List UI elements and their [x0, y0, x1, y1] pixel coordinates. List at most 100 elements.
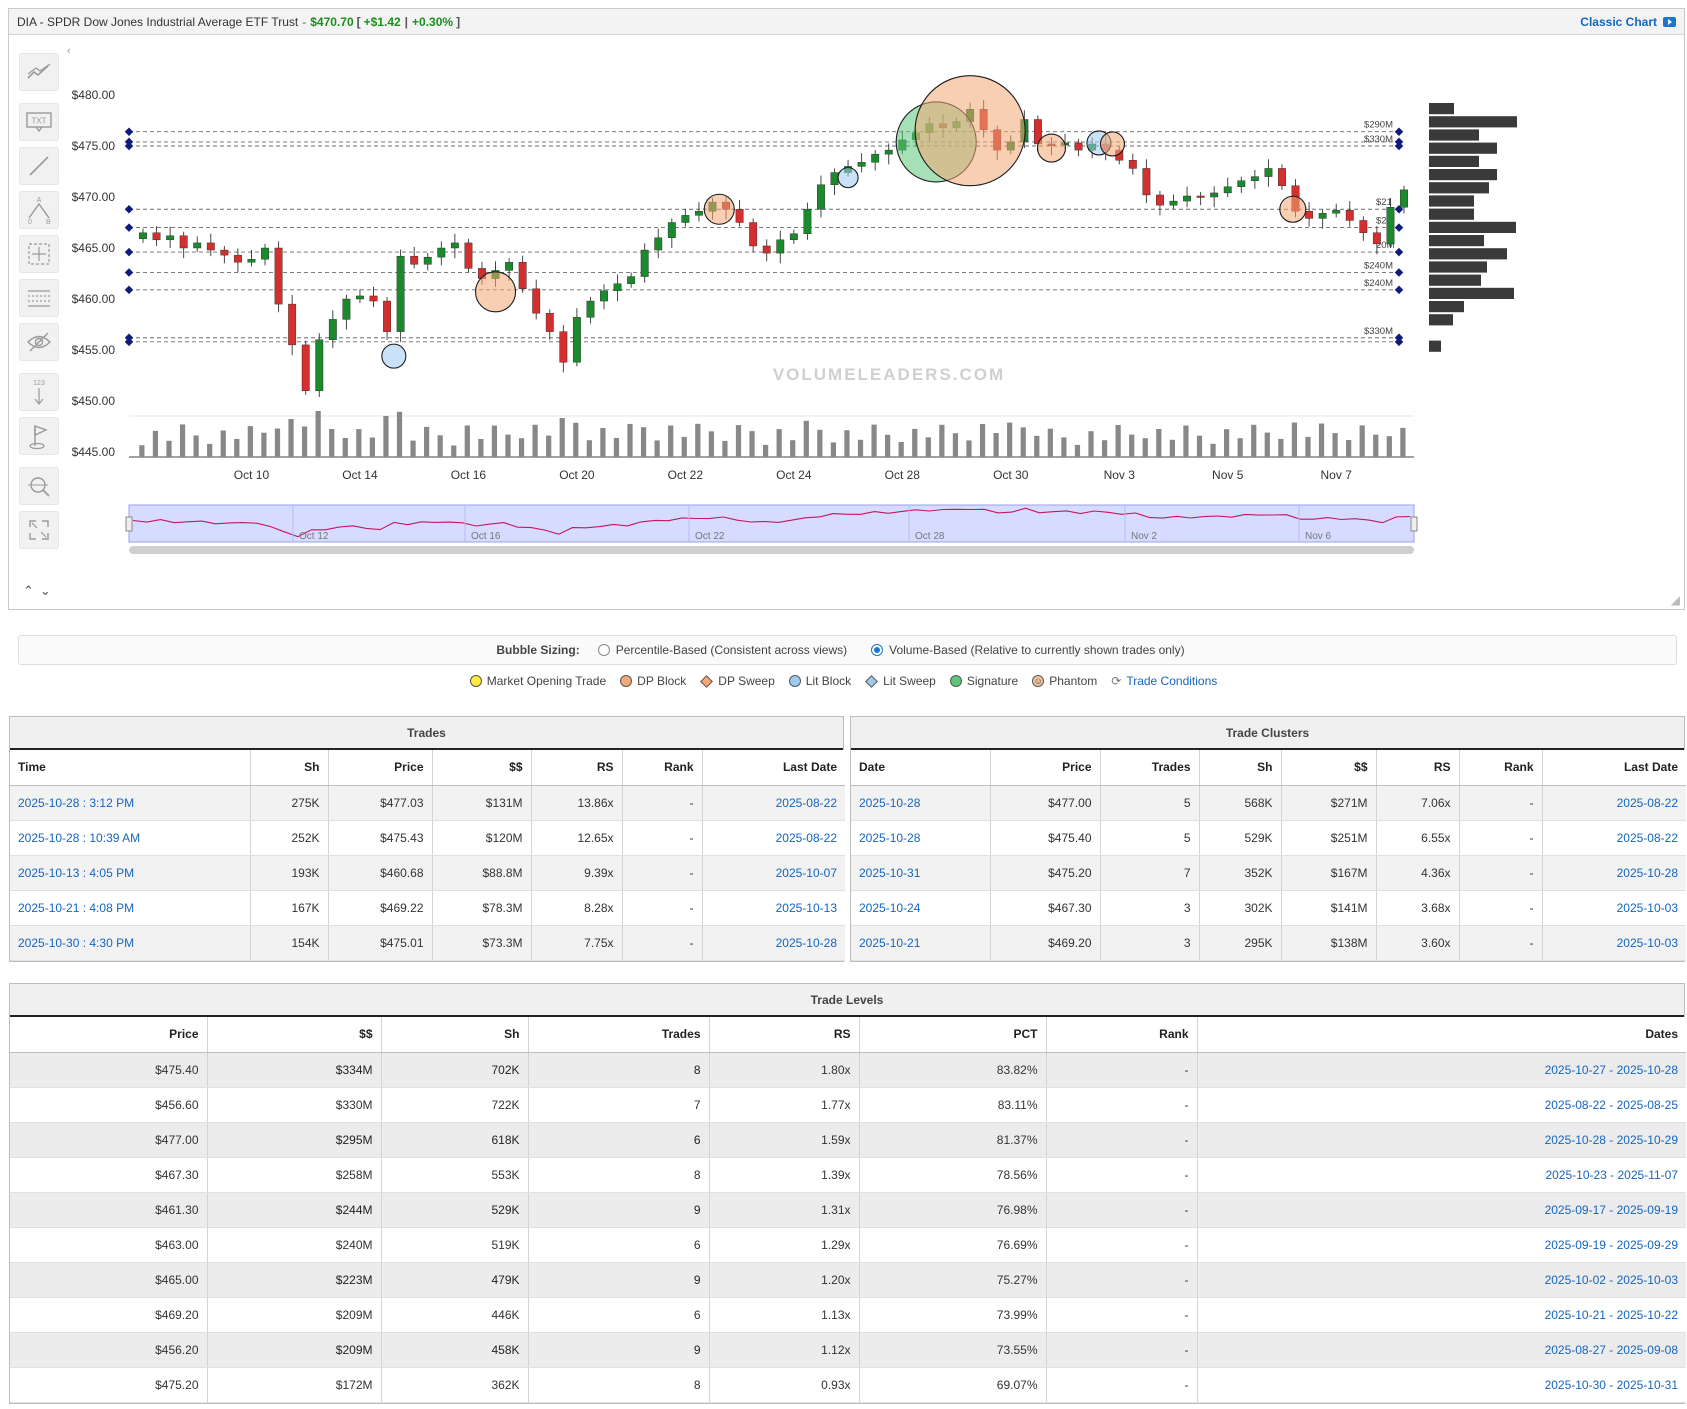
candle-body[interactable] [328, 319, 337, 340]
horizontal-levels-icon[interactable] [19, 279, 59, 317]
navigator-window[interactable] [128, 504, 1415, 543]
level-row-link[interactable]: 2025-09-17 - 2025-09-19 [1197, 1192, 1686, 1228]
dp-block-bubble[interactable] [1279, 195, 1307, 223]
fullscreen-icon[interactable] [19, 511, 59, 549]
candle-body[interactable] [301, 344, 310, 391]
level-row-link[interactable]: 2025-10-28 - 2025-10-29 [1197, 1122, 1686, 1158]
trendlines-icon[interactable] [19, 53, 59, 91]
candle-body[interactable] [789, 233, 798, 241]
candle-body[interactable] [206, 242, 215, 251]
legend-market-opening[interactable]: Market Opening Trade [469, 674, 606, 688]
level-marker-left[interactable] [124, 337, 134, 347]
candle-body[interactable] [274, 247, 283, 305]
candle-body[interactable] [518, 262, 527, 289]
level-row-link[interactable]: 2025-10-27 - 2025-10-28 [1197, 1052, 1686, 1088]
trades-col-rs[interactable]: RS [531, 750, 623, 786]
dp-block-bubble[interactable] [914, 75, 1026, 187]
candle-body[interactable] [1400, 189, 1408, 208]
trades-col-sh[interactable]: Sh [250, 750, 329, 786]
cluster-row-link[interactable]: 2025-10-03 [1542, 925, 1686, 961]
candle-body[interactable] [1128, 160, 1137, 169]
candle-body[interactable] [1345, 210, 1354, 221]
candle-body[interactable] [1237, 180, 1246, 187]
candle-body[interactable] [627, 276, 636, 284]
percentile-based-radio[interactable]: Percentile-Based (Consistent across view… [597, 643, 847, 657]
candle-body[interactable] [1142, 168, 1151, 196]
candle-body[interactable] [735, 209, 744, 223]
level-marker-left[interactable] [124, 223, 134, 232]
levels-col-sh[interactable]: Sh [381, 1017, 529, 1053]
lit-block-bubble[interactable] [381, 343, 407, 369]
trades-col-price[interactable]: Price [328, 750, 433, 786]
candle-body[interactable] [261, 247, 269, 260]
cluster-row-link[interactable]: 2025-10-24 [851, 890, 991, 926]
crosshair-select-icon[interactable] [19, 235, 59, 273]
level-marker-right[interactable] [1394, 223, 1404, 232]
cluster-row-link[interactable]: 2025-10-28 [851, 785, 991, 821]
scroll-down-icon[interactable]: ⌄ [39, 583, 57, 598]
trade-row-link[interactable]: 2025-10-21 : 4:08 PM [10, 890, 251, 926]
candle-body[interactable] [803, 209, 812, 234]
candle-body[interactable] [830, 172, 839, 185]
candle-body[interactable] [1196, 195, 1205, 198]
clusters-col-date[interactable]: Date [851, 750, 991, 786]
dp-block-bubble[interactable] [1099, 131, 1126, 157]
candle-body[interactable] [884, 149, 893, 155]
video-play-icon[interactable] [1663, 16, 1676, 27]
cluster-row-link[interactable]: 2025-10-21 [851, 925, 991, 961]
zoom-search-icon[interactable] [19, 467, 59, 505]
legend-dp-sweep[interactable]: DP Sweep [700, 674, 775, 688]
candle-body[interactable] [1183, 195, 1191, 202]
candle-body[interactable] [166, 235, 175, 241]
candle-body[interactable] [369, 295, 378, 302]
legend-phantom[interactable]: ☺ Phantom [1032, 674, 1097, 688]
candle-body[interactable] [762, 245, 771, 254]
levels-col-[interactable]: $$ [207, 1017, 382, 1053]
trade-row-link[interactable]: 2025-10-30 : 4:30 PM [10, 925, 251, 961]
cluster-row-link[interactable]: 2025-10-03 [1542, 890, 1686, 926]
lit-block-bubble[interactable] [837, 167, 859, 189]
collapse-toolbar-icon[interactable]: ‹ [67, 45, 71, 57]
legend-dp-block[interactable]: DP Block [620, 674, 686, 688]
level-marker-left[interactable] [124, 247, 134, 257]
clusters-col-[interactable]: $$ [1281, 750, 1377, 786]
radio-unchecked-icon[interactable] [597, 644, 610, 656]
candle-body[interactable] [654, 237, 663, 251]
trades-col-rank[interactable]: Rank [622, 750, 703, 786]
level-row-link[interactable]: 2025-09-19 - 2025-09-29 [1197, 1227, 1686, 1263]
classic-chart-link[interactable]: Classic Chart [1580, 15, 1676, 29]
legend-lit-block[interactable]: Lit Block [788, 674, 851, 688]
levels-col-pct[interactable]: PCT [859, 1017, 1047, 1053]
candle-body[interactable] [220, 249, 229, 256]
navigator-handle-right[interactable] [1410, 516, 1418, 532]
flag-marker-icon[interactable] [19, 417, 59, 455]
candle-body[interactable] [613, 283, 622, 292]
legend-signature[interactable]: Signature [949, 674, 1018, 688]
level-marker-right[interactable] [1394, 247, 1404, 257]
levels-col-price[interactable]: Price [10, 1017, 208, 1053]
candle-body[interactable] [342, 298, 351, 320]
levels-col-trades[interactable]: Trades [528, 1017, 710, 1053]
candle-body[interactable] [288, 303, 297, 346]
clusters-col-rank[interactable]: Rank [1459, 750, 1543, 786]
levels-col-rs[interactable]: RS [709, 1017, 860, 1053]
clusters-col-sh[interactable]: Sh [1199, 750, 1282, 786]
scroll-up-icon[interactable]: ⌃ [23, 583, 40, 598]
level-marker-right[interactable] [1394, 285, 1404, 295]
candle-body[interactable] [1372, 232, 1381, 245]
candle-body[interactable] [1359, 220, 1368, 233]
candle-body[interactable] [559, 331, 568, 363]
candle-body[interactable] [532, 288, 541, 314]
candle-body[interactable] [1250, 176, 1259, 181]
candle-body[interactable] [1210, 192, 1219, 198]
candle-body[interactable] [1223, 186, 1232, 194]
cluster-row-link[interactable]: 2025-10-31 [851, 855, 991, 891]
candle-body[interactable] [247, 259, 256, 263]
candle-body[interactable] [694, 211, 703, 216]
trade-row-link[interactable]: 2025-10-13 : 4:05 PM [10, 855, 251, 891]
candle-body[interactable] [1386, 206, 1395, 245]
dp-block-bubble[interactable] [1036, 133, 1067, 163]
candle-body[interactable] [179, 235, 188, 249]
radio-checked-icon[interactable] [871, 644, 884, 656]
candle-body[interactable] [776, 239, 785, 254]
